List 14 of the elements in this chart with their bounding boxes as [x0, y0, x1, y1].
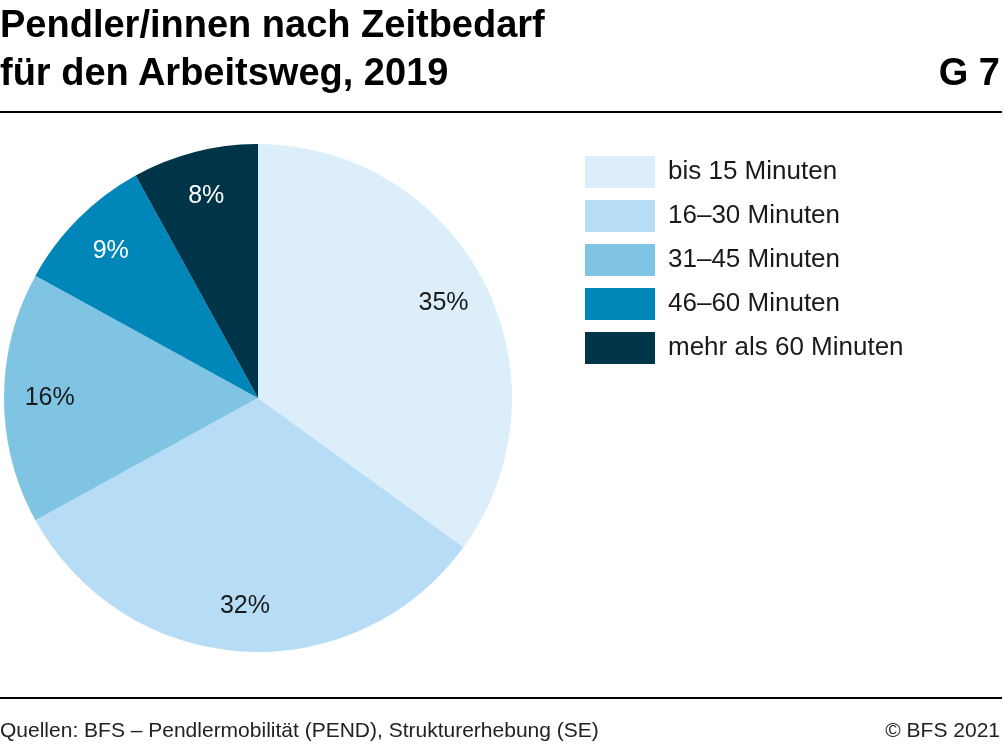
- chart-title: Pendler/innen nach Zeitbedarf für den Arbeitsweg, 2019: [0, 2, 546, 95]
- data-label: 32%: [219, 589, 270, 618]
- data-label: 16%: [24, 381, 75, 410]
- data-label: 8%: [188, 180, 225, 209]
- legend-label: 46–60 Minuten: [668, 287, 841, 318]
- legend-label: 31–45 Minuten: [668, 243, 841, 274]
- text: G 7: [938, 50, 1000, 95]
- data-label: 35%: [418, 287, 469, 316]
- source-note: Quellen: BFS – Pendlermobilität (PEND), Strukturerhebung (SE): [0, 718, 599, 742]
- legend-label: bis 15 Minuten: [668, 155, 838, 186]
- legend-label: mehr als 60 Minuten: [668, 331, 904, 362]
- text: © BFS 2021: [885, 718, 1000, 742]
- legend-label: 16–30 Minuten: [668, 199, 841, 230]
- data-label: 9%: [92, 234, 129, 263]
